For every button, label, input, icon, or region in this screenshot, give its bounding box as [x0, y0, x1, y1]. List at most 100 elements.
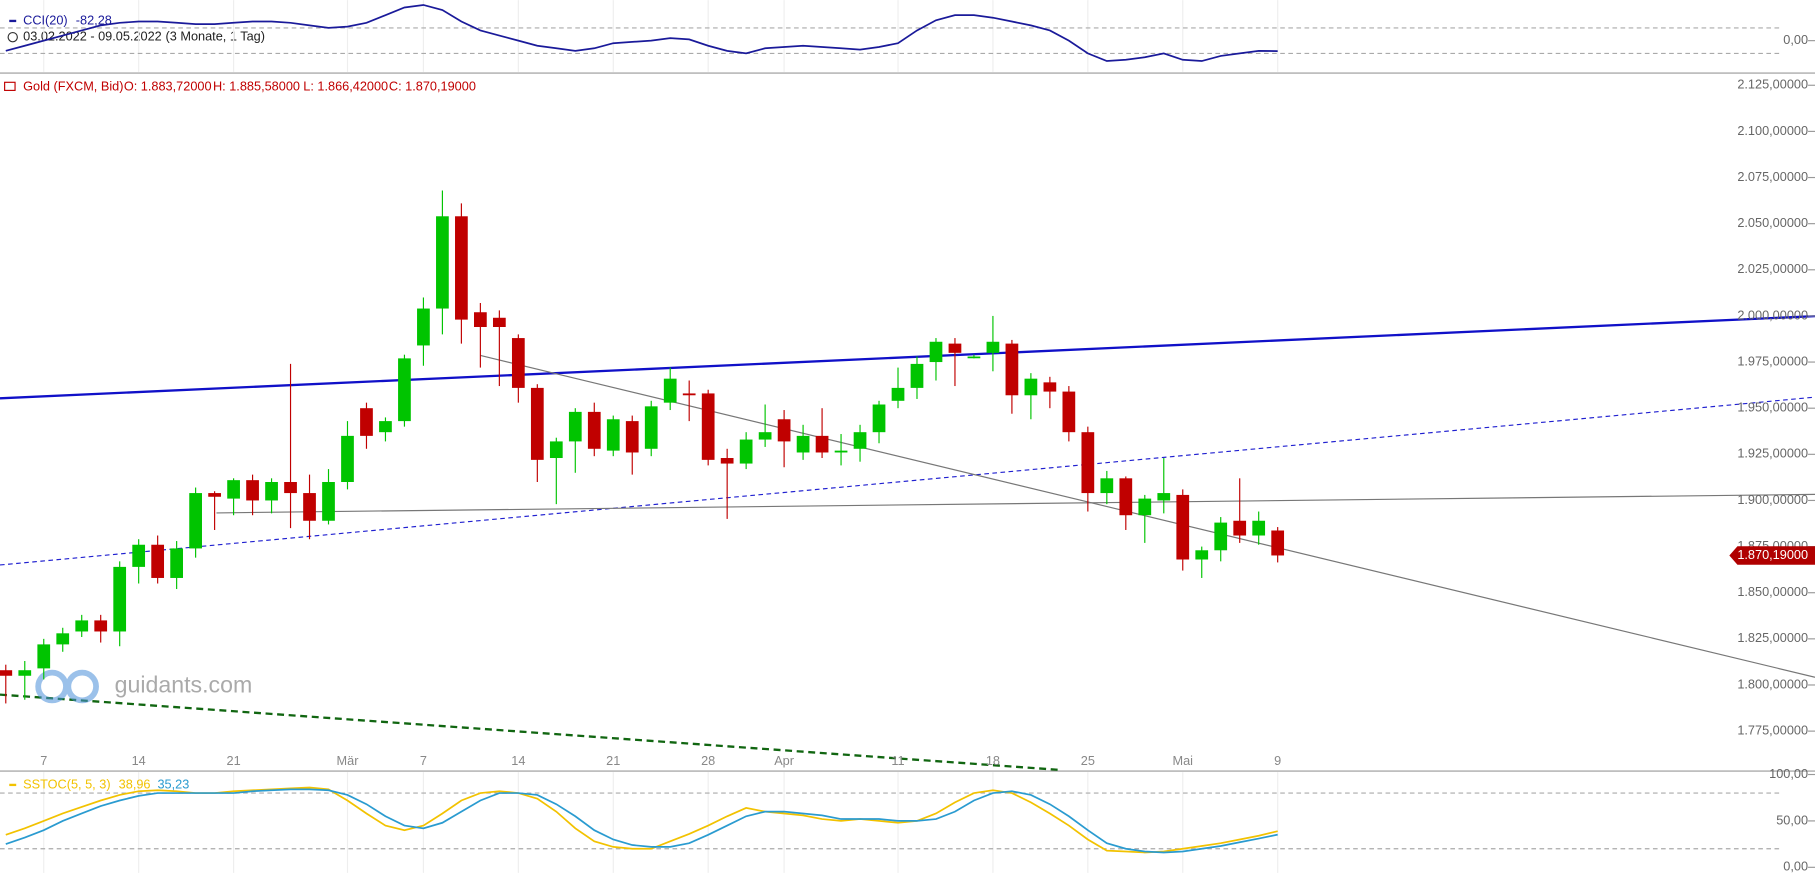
candle-body — [360, 408, 373, 436]
candle-body — [796, 435, 810, 453]
candle-body — [75, 620, 89, 632]
candle-body — [398, 358, 411, 422]
candle-body — [0, 670, 13, 676]
candle-body — [56, 633, 70, 645]
date-range: 03.02.2022 - 09.05.2022 — [23, 29, 162, 44]
candle-body — [739, 439, 753, 464]
candle-body — [587, 411, 601, 449]
trend-line — [0, 396, 1815, 566]
indicator-value: 38,96 — [119, 776, 151, 791]
x-tick-label: 11 — [891, 753, 904, 768]
candle-body — [1005, 343, 1019, 396]
y-tick-label: 2.025,00000 — [1737, 261, 1808, 276]
clock-icon — [7, 31, 18, 43]
candle-body — [1252, 520, 1266, 536]
x-tick-label: 21 — [227, 753, 241, 768]
ohlc-label: O: 1.883,72000 — [124, 78, 212, 93]
candle-body — [967, 356, 981, 359]
y-tick-label: 100,00 — [1769, 766, 1808, 781]
candle-body — [1214, 522, 1228, 551]
candle-body — [777, 419, 791, 442]
candle-body — [891, 387, 905, 401]
candle-body — [549, 441, 563, 459]
candle-body — [1043, 382, 1057, 392]
y-tick-label: 0,00 — [1783, 859, 1808, 873]
candle-body — [284, 482, 297, 494]
ohlc-label: C: 1.870,19000 — [389, 78, 476, 93]
instrument-icon — [4, 81, 16, 91]
candle-body — [606, 419, 620, 451]
legend-swatch — [9, 783, 17, 787]
candle-body — [492, 317, 506, 327]
y-tick-label: 1.775,00000 — [1737, 722, 1808, 737]
y-tick-label: 2.125,00000 — [1737, 77, 1808, 92]
y-tick-label: 2.050,00000 — [1737, 215, 1808, 230]
candle-body — [929, 341, 943, 363]
candle-body — [758, 432, 772, 440]
candle-body — [151, 544, 165, 578]
candle-body — [815, 435, 829, 453]
candle-body — [644, 406, 658, 449]
indicator-line — [5, 786, 1278, 854]
trend-line — [0, 314, 1815, 400]
watermark-logo — [35, 669, 99, 704]
x-tick-label: 14 — [132, 753, 146, 768]
candle-body — [265, 482, 278, 501]
x-tick-label: 21 — [606, 753, 620, 768]
candle-body — [834, 450, 848, 453]
y-tick-label: 1.825,00000 — [1737, 630, 1808, 645]
x-tick-label: 9 — [1274, 753, 1281, 768]
trend-line — [0, 693, 1060, 772]
candle-body — [1233, 520, 1247, 536]
candle-body — [511, 338, 525, 388]
candle-body — [1271, 530, 1285, 556]
y-tick-label: 2.100,00000 — [1737, 123, 1808, 138]
y-tick-label: 1.850,00000 — [1737, 584, 1808, 599]
indicator-line — [5, 788, 1278, 854]
x-tick-label: 7 — [40, 753, 47, 768]
x-tick-label: 25 — [1081, 753, 1095, 768]
candle-body — [1176, 494, 1190, 560]
candle-body — [910, 363, 924, 388]
candle-body — [132, 544, 146, 567]
y-tick-label: 1.925,00000 — [1737, 446, 1808, 461]
candle-body — [18, 670, 32, 676]
trend-lines — [0, 314, 1815, 772]
candle-body — [1081, 432, 1095, 494]
candle-body — [530, 387, 544, 460]
candle-body — [455, 216, 468, 320]
period: (3 Monate, 1 Tag) — [166, 29, 265, 44]
x-tick-label: 18 — [986, 753, 1000, 768]
candle-body — [170, 548, 184, 578]
indicator-line — [5, 4, 1278, 62]
candle-body — [94, 620, 108, 632]
candle-body — [682, 393, 696, 396]
y-tick-label: 0,00 — [1783, 32, 1808, 47]
candle-body — [189, 493, 202, 549]
y-tick-label: 1.975,00000 — [1737, 353, 1808, 368]
indicator-title: CCI(20) — [23, 12, 68, 27]
candle-body — [474, 312, 487, 327]
candle-body — [227, 480, 240, 499]
x-tick-label: 14 — [511, 753, 525, 768]
candle-body — [436, 216, 449, 309]
indicator-value: -82,28 — [76, 12, 112, 27]
candle-body — [1195, 550, 1209, 560]
indicator-title: SSTOC(5, 5, 3) — [23, 776, 110, 791]
candle-body — [322, 482, 335, 521]
indicator-value: 35,23 — [157, 776, 189, 791]
candle-body — [1100, 478, 1114, 494]
y-tick-label: 2.000,00000 — [1737, 307, 1808, 322]
logo-ring — [65, 669, 99, 704]
x-tick-label: 7 — [420, 753, 427, 768]
candle-body — [246, 480, 259, 501]
ohlc-label: H: 1.885,58000 — [213, 78, 300, 93]
x-tick-label: 28 — [701, 753, 715, 768]
y-tick-label: 1.800,00000 — [1737, 676, 1808, 691]
ohlc-label: L: 1.866,42000 — [303, 78, 388, 93]
candle-body — [853, 432, 867, 449]
y-tick-label: 1.950,00000 — [1737, 400, 1808, 415]
candle-body — [1119, 478, 1133, 516]
candle-body — [341, 435, 354, 483]
